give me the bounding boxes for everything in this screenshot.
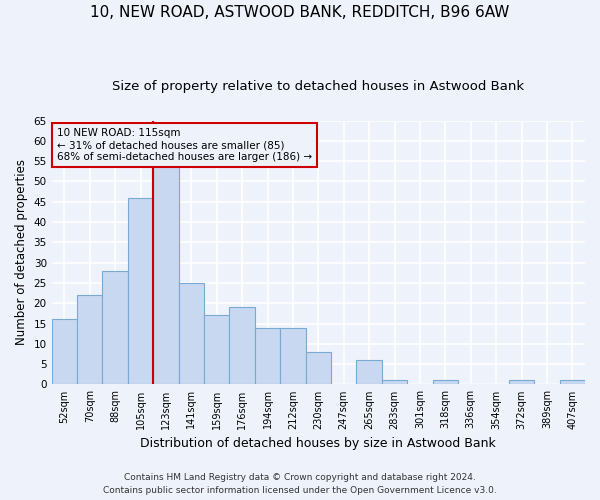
Bar [229, 308, 255, 384]
Bar [103, 271, 128, 384]
Y-axis label: Number of detached properties: Number of detached properties [15, 160, 28, 346]
Bar [255, 328, 280, 384]
Bar [433, 380, 458, 384]
Bar [305, 352, 331, 384]
Bar [356, 360, 382, 384]
X-axis label: Distribution of detached houses by size in Astwood Bank: Distribution of detached houses by size … [140, 437, 496, 450]
Bar [280, 328, 305, 384]
Text: 10 NEW ROAD: 115sqm
← 31% of detached houses are smaller (85)
68% of semi-detach: 10 NEW ROAD: 115sqm ← 31% of detached ho… [57, 128, 312, 162]
Bar [560, 380, 585, 384]
Bar [52, 320, 77, 384]
Bar [128, 198, 153, 384]
Bar [153, 165, 179, 384]
Bar [204, 316, 229, 384]
Bar [179, 283, 204, 384]
Title: Size of property relative to detached houses in Astwood Bank: Size of property relative to detached ho… [112, 80, 524, 93]
Text: Contains HM Land Registry data © Crown copyright and database right 2024.
Contai: Contains HM Land Registry data © Crown c… [103, 474, 497, 495]
Bar [509, 380, 534, 384]
Bar [77, 295, 103, 384]
Bar [382, 380, 407, 384]
Text: 10, NEW ROAD, ASTWOOD BANK, REDDITCH, B96 6AW: 10, NEW ROAD, ASTWOOD BANK, REDDITCH, B9… [91, 5, 509, 20]
